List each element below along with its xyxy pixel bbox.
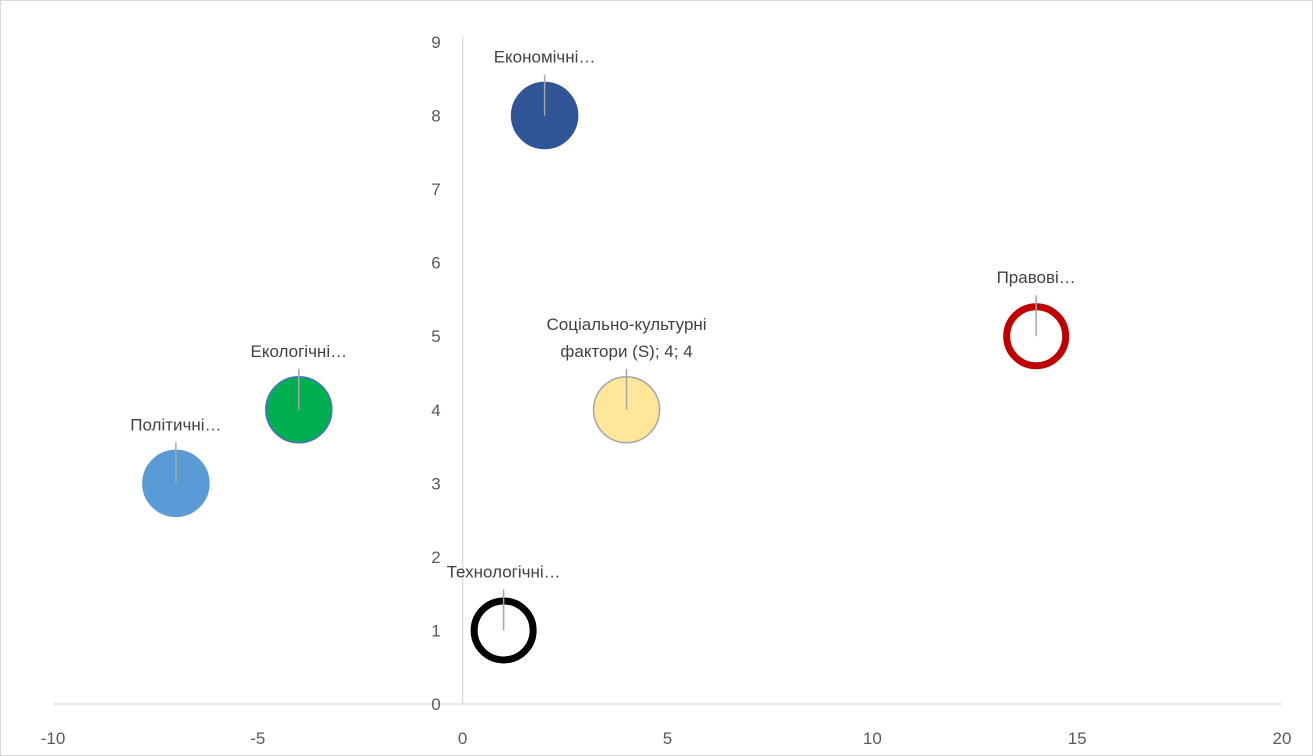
x-tick-label: 20: [1273, 729, 1292, 748]
data-label: Економічні…: [494, 48, 596, 67]
x-tick-label: 10: [863, 729, 882, 748]
y-tick-label: 8: [431, 107, 440, 126]
data-label: Соціально-культурні фактори (S); 4; 4: [546, 315, 706, 361]
x-tick-label: 15: [1068, 729, 1087, 748]
y-tick-label: 2: [431, 548, 440, 567]
data-label: Технологічні…: [447, 562, 561, 581]
x-tick-label: 5: [663, 729, 672, 748]
y-tick-label: 4: [431, 401, 440, 420]
data-label: Правові…: [997, 268, 1076, 287]
y-tick-label: 1: [431, 621, 440, 640]
x-tick-label: -10: [41, 729, 66, 748]
data-label: Політичні…: [130, 415, 221, 434]
x-tick-label: -5: [250, 729, 265, 748]
x-tick-label: 0: [458, 729, 467, 748]
y-tick-label: 6: [431, 254, 440, 273]
y-tick-label: 3: [431, 474, 440, 493]
y-tick-label: 9: [431, 33, 440, 52]
y-tick-label: 5: [431, 327, 440, 346]
y-tick-label: 0: [431, 695, 440, 714]
y-tick-label: 7: [431, 180, 440, 199]
data-label: Екологічні…: [250, 342, 347, 361]
